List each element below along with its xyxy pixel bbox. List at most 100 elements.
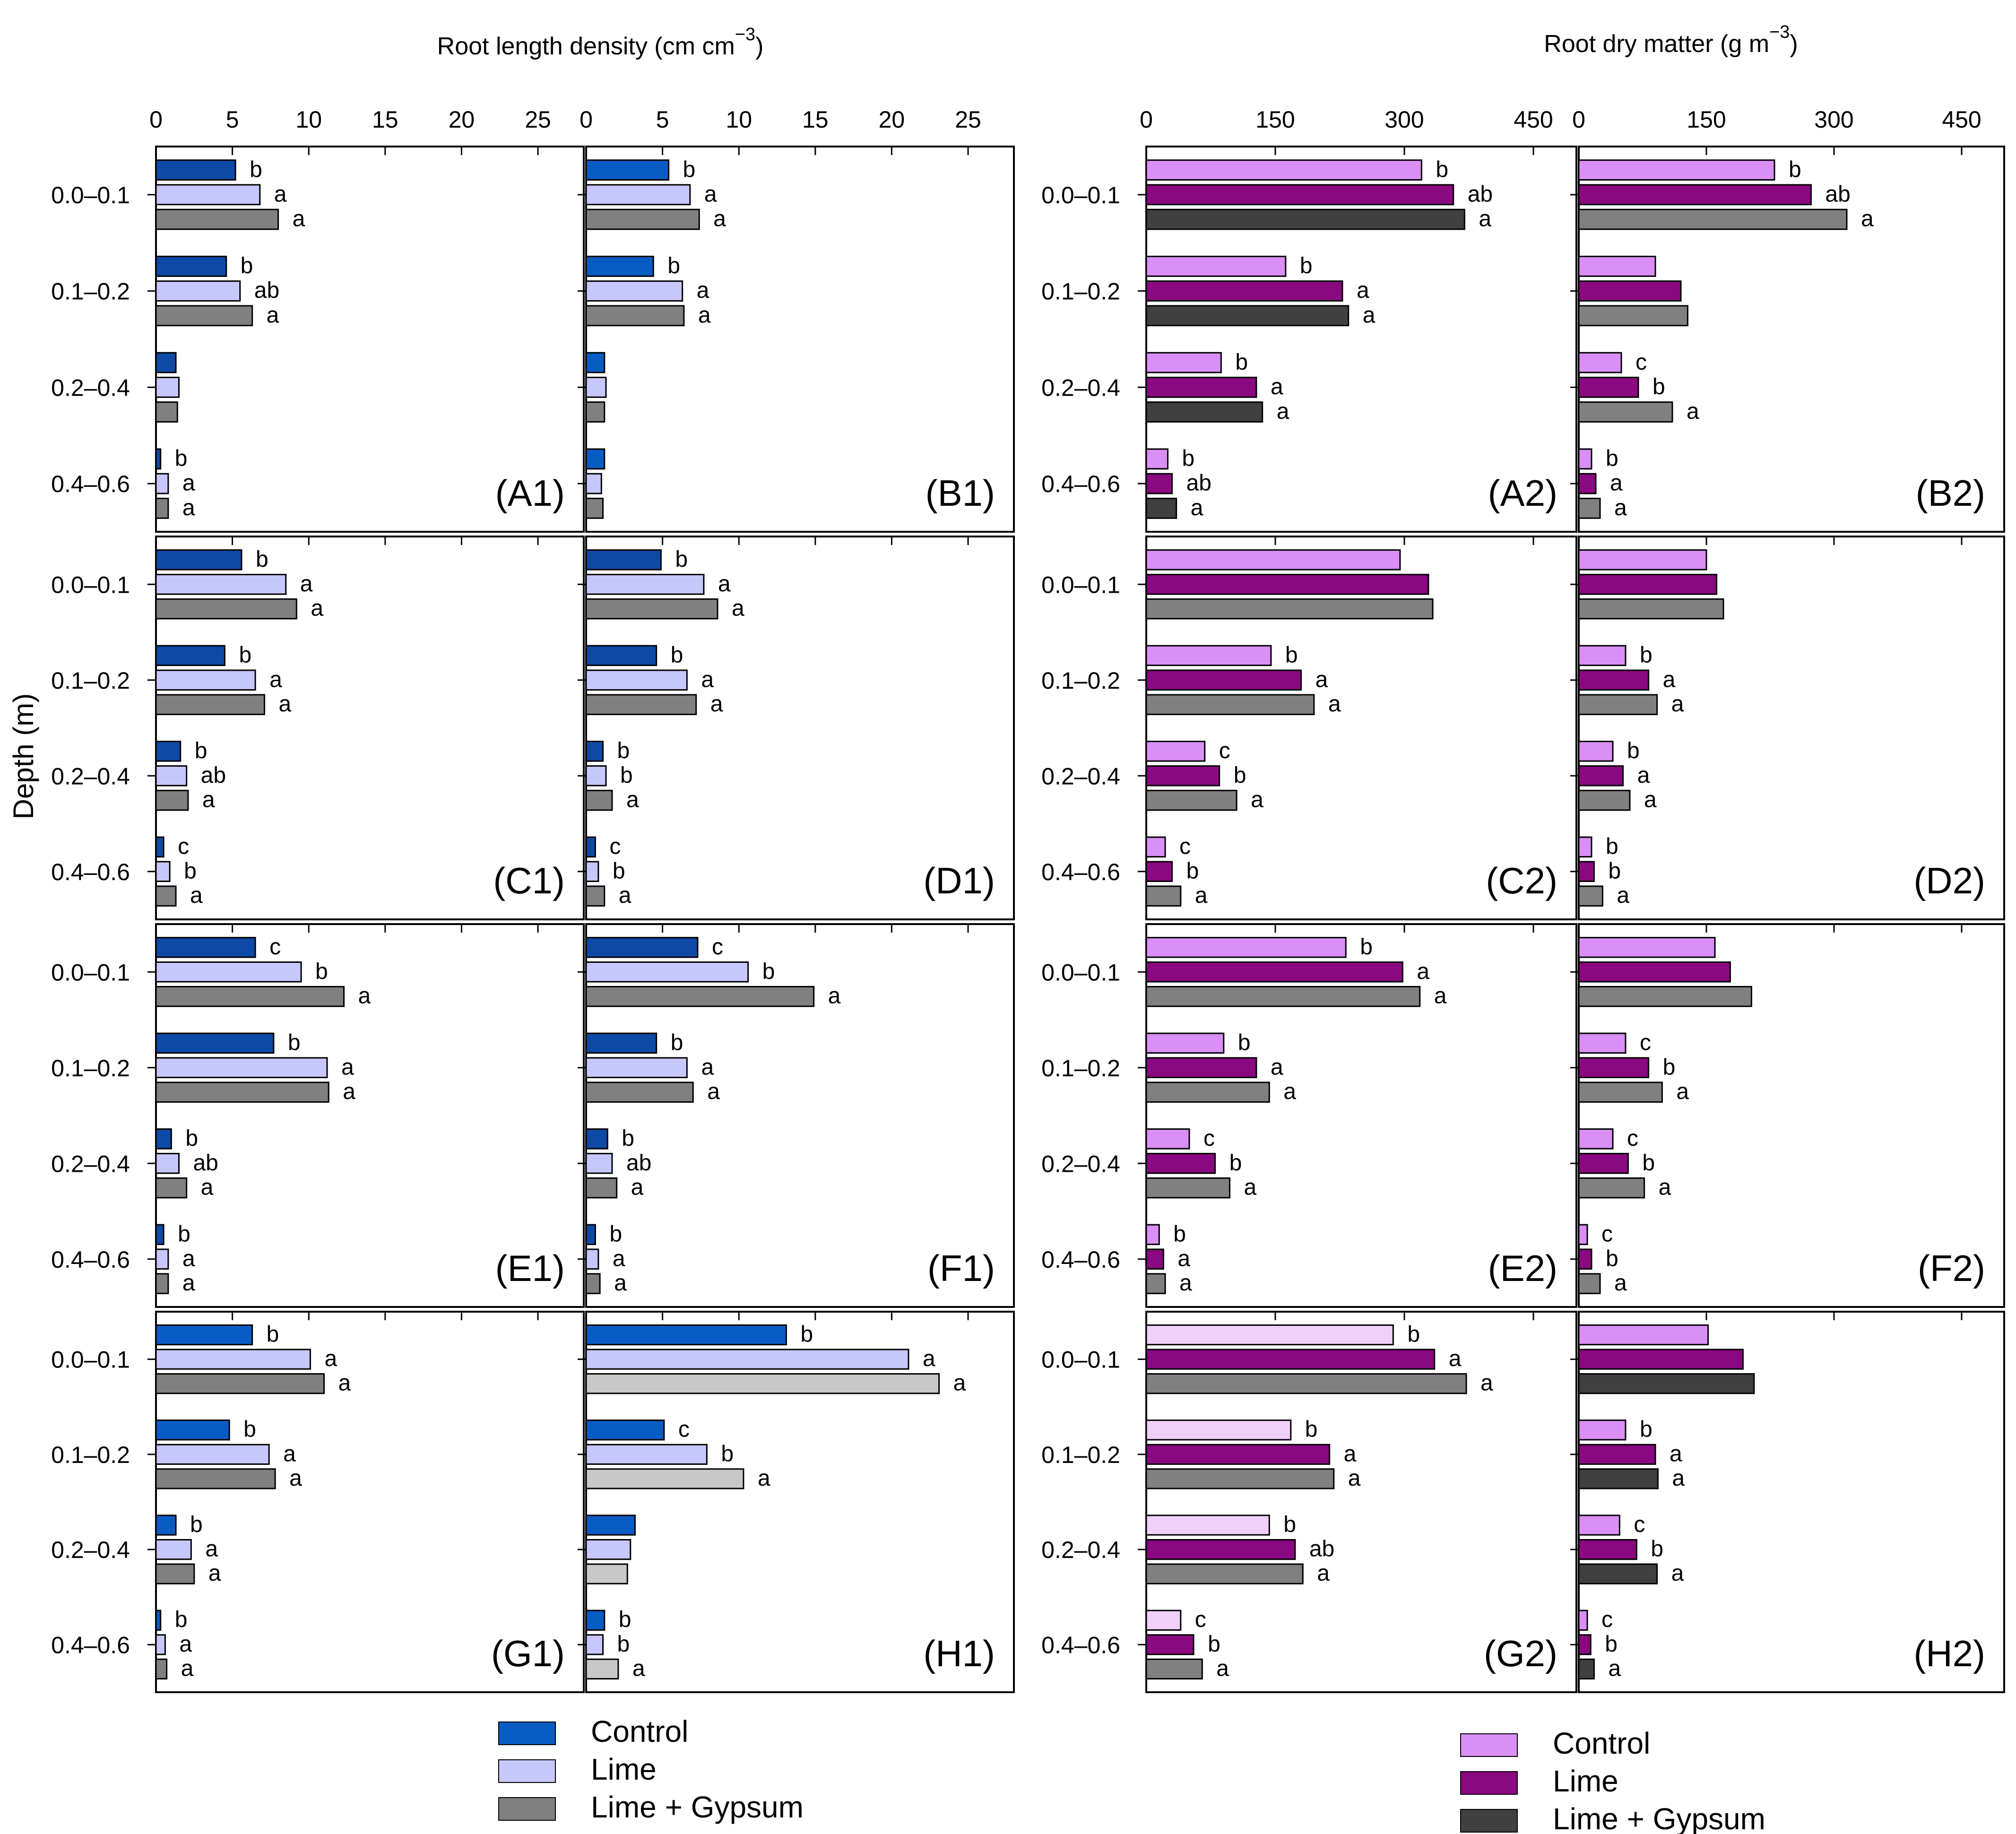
bar-lime-gypsum xyxy=(1145,1373,1467,1394)
significance-letter: b xyxy=(267,1322,279,1347)
significance-letter: ab xyxy=(254,278,279,303)
legend-swatch xyxy=(498,1759,556,1783)
significance-letter: a xyxy=(289,1466,302,1491)
significance-letter: ab xyxy=(1468,182,1493,207)
panel-frame xyxy=(585,923,1015,1308)
significance-letter: b xyxy=(1608,858,1621,883)
significance-letter: a xyxy=(613,1246,625,1271)
significance-letter: a xyxy=(338,1371,351,1396)
x-tick-label: 450 xyxy=(1514,106,1553,133)
significance-letter: a xyxy=(1610,471,1623,496)
significance-letter: b xyxy=(1234,763,1246,788)
bar-lime xyxy=(585,1634,604,1655)
bar-lime-gypsum xyxy=(585,789,613,811)
significance-letter: c xyxy=(1635,350,1647,375)
bar-control xyxy=(585,645,658,666)
bar-control xyxy=(585,1324,787,1346)
bar-lime xyxy=(1145,1634,1194,1655)
panel-frame xyxy=(1145,536,1577,920)
bar-lime-gypsum xyxy=(1145,497,1177,519)
significance-letter: a xyxy=(324,1346,337,1371)
depth-label: 0.4–0.6 xyxy=(51,471,130,497)
significance-letter: a xyxy=(182,1246,195,1271)
bar-lime xyxy=(1145,861,1173,882)
bar-lime-gypsum xyxy=(155,1081,329,1103)
panel-frame xyxy=(1578,923,2005,1308)
significance-letter: b xyxy=(762,959,775,984)
significance-letter: a xyxy=(1191,495,1203,520)
bar-lime-gypsum xyxy=(155,208,279,230)
bar-control xyxy=(1578,645,1627,666)
bar-control xyxy=(1145,352,1222,373)
significance-letter: a xyxy=(1179,1271,1192,1296)
significance-letter: b xyxy=(675,547,688,572)
bar-lime xyxy=(1578,1444,1656,1465)
depth-label: 0.4–0.6 xyxy=(1041,471,1120,497)
bar-control xyxy=(1145,645,1272,666)
bar-control xyxy=(585,937,699,958)
bar-lime-gypsum xyxy=(1578,986,1752,1007)
bar-lime xyxy=(1145,1057,1257,1079)
bar-lime xyxy=(155,1057,328,1079)
significance-letter: c xyxy=(178,834,189,859)
significance-letter: a xyxy=(619,883,632,908)
depth-label: 0.1–0.2 xyxy=(51,278,130,305)
bar-control xyxy=(1145,836,1166,858)
depth-label: 0.1–0.2 xyxy=(51,1055,130,1081)
depth-label: 0.0–0.1 xyxy=(1041,571,1120,598)
depth-label: 0.0–0.1 xyxy=(1041,959,1120,986)
bar-lime-gypsum xyxy=(1145,1081,1270,1103)
significance-letter: a xyxy=(179,1632,192,1657)
significance-letter: b xyxy=(1606,834,1618,859)
depth-label: 0.1–0.2 xyxy=(51,1442,130,1468)
bar-lime-gypsum xyxy=(1578,305,1688,327)
panel-label: (B2) xyxy=(1916,472,1985,514)
legend-label: Control xyxy=(591,1714,688,1748)
bar-lime-gypsum xyxy=(585,305,685,327)
bar-lime-gypsum xyxy=(1578,1468,1659,1489)
legend-label: Lime xyxy=(1553,1764,1618,1798)
legend-root-dry-matter: Control Lime Lime + Gypsum xyxy=(1460,1726,1765,1834)
significance-letter: b xyxy=(609,1221,622,1246)
significance-letter: a xyxy=(758,1466,770,1491)
bar-lime xyxy=(1145,961,1403,983)
depth-label: 0.2–0.4 xyxy=(1041,763,1120,789)
panel-label: (B1) xyxy=(926,472,995,514)
bar-lime xyxy=(155,1152,180,1174)
bar-control xyxy=(155,1609,162,1631)
bar-lime-gypsum xyxy=(1578,1658,1595,1680)
significance-letter: b xyxy=(1640,1417,1653,1442)
significance-letter: b xyxy=(190,1512,203,1537)
bar-control xyxy=(1145,159,1422,181)
bar-control xyxy=(155,1324,253,1346)
legend-swatch xyxy=(1460,1809,1518,1833)
significance-letter: b xyxy=(620,763,633,788)
bar-lime-gypsum xyxy=(585,694,697,715)
significance-letter: b xyxy=(184,858,197,883)
bar-control xyxy=(1578,1419,1627,1441)
panel-frame xyxy=(585,146,1015,533)
bar-lime-gypsum xyxy=(585,1563,628,1584)
significance-letter: c xyxy=(1195,1607,1206,1632)
significance-letter: a xyxy=(1434,984,1447,1009)
bar-lime xyxy=(1578,765,1624,787)
panel-frame xyxy=(585,536,1015,920)
bar-control xyxy=(585,352,606,373)
bar-lime-gypsum xyxy=(585,497,604,519)
significance-letter: a xyxy=(1348,1466,1361,1491)
bar-lime xyxy=(1578,1248,1592,1270)
significance-letter: a xyxy=(710,692,723,717)
bar-lime xyxy=(1145,376,1257,398)
significance-letter: b xyxy=(1642,1151,1655,1176)
significance-letter: a xyxy=(1177,1246,1190,1271)
bar-lime-gypsum xyxy=(1578,1081,1663,1103)
significance-letter: a xyxy=(1861,207,1874,232)
bar-lime-gypsum xyxy=(1578,789,1631,811)
significance-letter: a xyxy=(182,1271,195,1296)
significance-letter: b xyxy=(1605,1632,1618,1657)
legend-root-length: Control Lime Lime + Gypsum xyxy=(498,1714,804,1824)
depth-label: 0.0–0.1 xyxy=(1041,1347,1120,1373)
panel-label: (A2) xyxy=(1488,472,1557,514)
significance-letter: b xyxy=(1407,1322,1420,1347)
